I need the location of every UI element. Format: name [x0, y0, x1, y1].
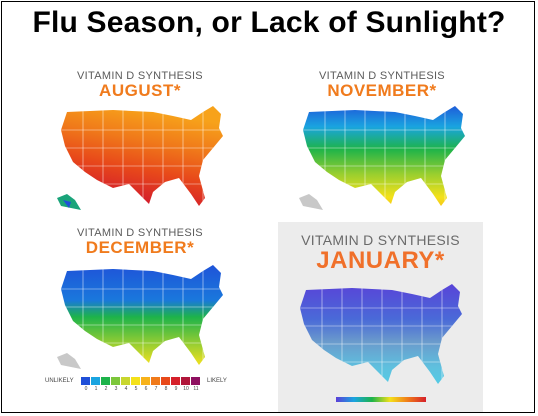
legend-ticks: 0 1 2 3 4 5 6 7 8 9 10 11 — [81, 386, 201, 393]
legend-tick-label: 3 — [114, 386, 118, 392]
legend-tick-label: 7 — [154, 386, 158, 392]
legend-swatch — [151, 377, 160, 385]
legend-scale-january — [336, 397, 426, 402]
legend-tick-label: 0 — [84, 386, 88, 392]
panel-heading: VITAMIN D SYNTHESIS — [301, 232, 460, 248]
panel-heading: VITAMIN D SYNTHESIS — [77, 70, 203, 82]
panel-august: VITAMIN D SYNTHESIS AUGUST* — [45, 62, 235, 220]
panel-month: AUGUST* — [99, 81, 181, 100]
legend-swatch — [111, 377, 120, 385]
panel-heading: VITAMIN D SYNTHESIS — [77, 227, 203, 239]
page-title: Flu Season, or Lack of Sunlight? — [32, 6, 506, 39]
legend-tick-label: 11 — [193, 386, 199, 392]
legend-swatch — [181, 377, 190, 385]
legend: UNLIKELY 0 1 2 3 4 5 6 7 8 9 10 11 LIKELY — [45, 375, 235, 395]
legend-tick-label: 9 — [174, 386, 178, 392]
legend-swatch — [121, 377, 130, 385]
legend-tick-label: 10 — [183, 386, 189, 392]
panel-november: VITAMIN D SYNTHESIS NOVEMBER* — [287, 62, 477, 220]
us-map-january — [292, 280, 470, 392]
legend-swatch — [141, 377, 150, 385]
legend-tick-label: 1 — [94, 386, 98, 392]
legend-low-label: UNLIKELY — [45, 378, 74, 384]
us-map-november — [295, 102, 473, 214]
us-map-december — [53, 261, 231, 373]
legend-swatch — [161, 377, 170, 385]
legend-tick-label: 2 — [104, 386, 108, 392]
us-map-august — [53, 102, 231, 214]
legend-tick-label: 4 — [124, 386, 128, 392]
panel-month: NOVEMBER* — [327, 81, 437, 100]
legend-tick-label: 5 — [134, 386, 138, 392]
legend-swatch — [91, 377, 100, 385]
panel-december: VITAMIN D SYNTHESIS DECEMBER* — [45, 225, 235, 410]
legend-swatch — [131, 377, 140, 385]
legend-swatch — [191, 377, 200, 385]
legend-tick-label: 6 — [144, 386, 148, 392]
legend-tick-label: 8 — [164, 386, 168, 392]
panel-month: DECEMBER* — [85, 238, 195, 257]
legend-swatch — [81, 377, 90, 385]
legend-scale — [81, 377, 201, 385]
legend-high-label: LIKELY — [207, 378, 227, 384]
panel-heading: VITAMIN D SYNTHESIS — [319, 70, 445, 82]
legend-swatch — [101, 377, 110, 385]
panel-january: VITAMIN D SYNTHESIS JANUARY* — [278, 222, 483, 412]
panel-month: JANUARY* — [316, 247, 445, 274]
legend-swatch — [171, 377, 180, 385]
